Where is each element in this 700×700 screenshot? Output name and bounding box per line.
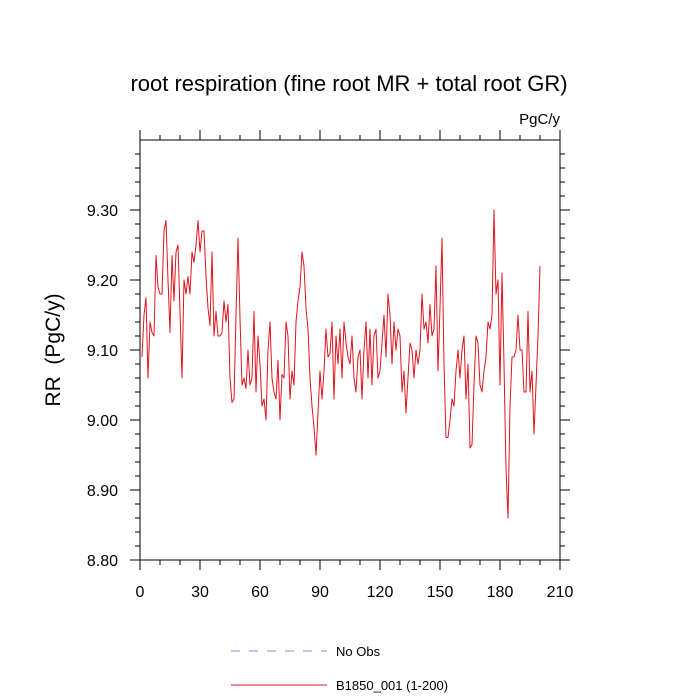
series-line-b1850 (141, 209, 541, 519)
y-tick-label: 9.00 (87, 413, 118, 430)
x-tick-label: 180 (487, 584, 514, 601)
legend-label-no-obs: No Obs (336, 644, 381, 659)
x-tick-label: 30 (191, 584, 209, 601)
x-tick-label: 210 (547, 584, 574, 601)
axis-ticks: 0 30 60 90 120 150 180 210 8.80 8.90 9.00 9.10 9.20 9… (87, 130, 574, 601)
y-tick-label: 8.80 (87, 553, 118, 570)
x-tick-label: 0 (136, 584, 145, 601)
x-tick-label: 120 (367, 584, 394, 601)
chart-title: root respiration (fine root MR + total r… (130, 71, 567, 96)
legend: No Obs B1850_001 (1-200) (231, 644, 448, 693)
y-tick-label: 8.90 (87, 483, 118, 500)
y-tick-label: 9.10 (87, 343, 118, 360)
units-label: PgC/y (519, 111, 560, 128)
legend-label-b1850: B1850_001 (1-200) (336, 678, 448, 693)
x-tick-label: 60 (251, 584, 269, 601)
y-tick-label: 9.20 (87, 273, 118, 290)
x-tick-label: 90 (311, 584, 329, 601)
plot-area (141, 209, 541, 519)
y-axis-label: RR (PgC/y) (42, 293, 65, 406)
x-tick-label: 150 (427, 584, 454, 601)
plot-frame (139, 139, 561, 561)
y-tick-label: 9.30 (87, 203, 118, 220)
